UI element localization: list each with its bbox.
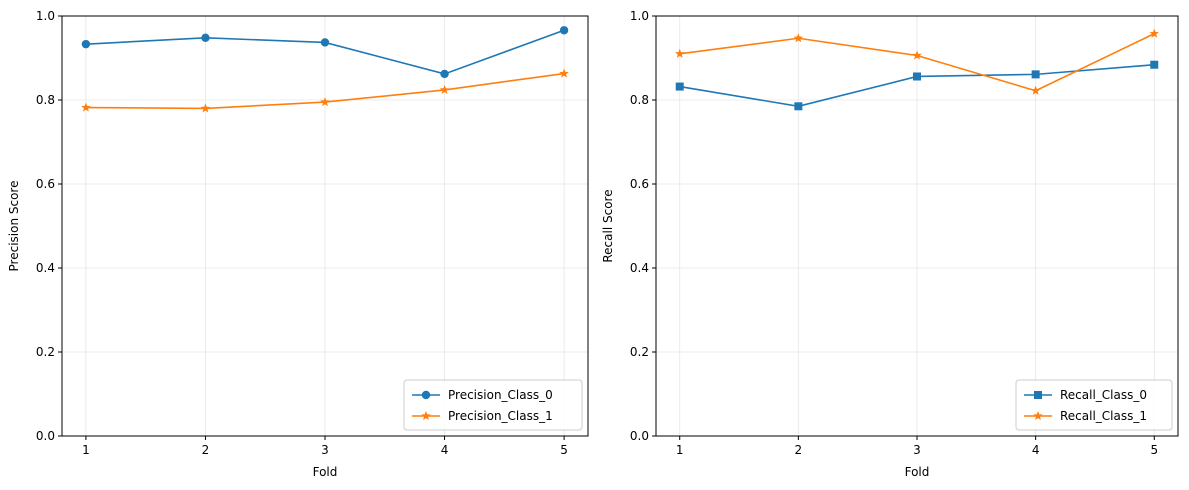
- x-axis-label: Fold: [905, 465, 930, 479]
- data-point-Precision_Class_0-5: [559, 26, 569, 35]
- x-tick-label: 4: [1032, 443, 1040, 457]
- x-tick-label: 4: [441, 443, 449, 457]
- data-point-Recall_Class_0-4: [1031, 70, 1040, 79]
- data-point-Recall_Class_0-5: [1150, 60, 1159, 69]
- legend-label-Precision_Class_1: Precision_Class_1: [448, 409, 553, 423]
- data-point-Recall_Class_0-1: [675, 82, 684, 91]
- data-point-Recall_Class_1-2: [793, 33, 804, 43]
- legend: Recall_Class_0 Recall_Class_1: [1015, 379, 1173, 431]
- data-point-Recall_Class_1-1: [674, 48, 685, 58]
- data-point-Precision_Class_1-3: [320, 97, 330, 107]
- legend-marker-Recall_Class_0: [1034, 391, 1042, 399]
- chart-panel-2: 1 2 3 4 5 0.0 0.2 0.4 0.6 0.8 1.0 Fold Recall Score R…: [601, 9, 1179, 479]
- data-point-Precision_Class_0-4: [440, 69, 449, 79]
- data-point-Precision_Class_1-4: [439, 84, 450, 94]
- data-point-Recall_Class_1-4: [1030, 85, 1041, 95]
- data-point-Precision_Class_1-1: [81, 102, 91, 112]
- x-tick-label: 5: [1150, 443, 1158, 457]
- data-point-Recall_Class_0-2: [794, 102, 803, 111]
- legend-label-Recall_Class_1: Recall_Class_1: [1060, 409, 1147, 423]
- y-tick-label: 0.2: [630, 345, 649, 359]
- legend-box: [1015, 379, 1173, 431]
- x-tick-label: 1: [676, 443, 684, 457]
- legend: Precision_Class_0 Precision_Class_1: [403, 379, 583, 431]
- y-tick-label: 0.2: [36, 345, 55, 359]
- y-tick-label: 0.0: [36, 429, 55, 443]
- data-point-Precision_Class_1-5: [559, 68, 569, 78]
- legend-marker-Recall_Class_1: [1033, 411, 1043, 421]
- chart-panel-1: 1 2 3 4 5 0.0 0.2 0.4 0.6 0.8 1.0 Fold Precision Sco…: [7, 9, 589, 479]
- legend-box: [403, 379, 583, 431]
- x-tick-label: 2: [202, 443, 210, 457]
- y-tick-label: 0.6: [630, 177, 649, 191]
- data-point-Precision_Class_0-3: [320, 38, 330, 47]
- x-tick-label: 5: [560, 443, 568, 457]
- y-tick-label: 1.0: [630, 9, 649, 23]
- data-point-Recall_Class_1-3: [912, 50, 922, 60]
- x-tick-label: 2: [795, 443, 803, 457]
- legend-marker-Precision_Class_1: [421, 411, 431, 421]
- legend-label-Precision_Class_0: Precision_Class_0: [448, 388, 553, 402]
- y-axis-label: Recall Score: [601, 189, 615, 262]
- x-tick-label: 1: [82, 443, 90, 457]
- y-tick-label: 1.0: [36, 9, 55, 23]
- y-tick-label: 0.0: [630, 429, 649, 443]
- y-tick-label: 0.8: [36, 93, 55, 107]
- y-tick-label: 0.4: [630, 261, 649, 275]
- legend-marker-Precision_Class_0: [421, 390, 431, 400]
- x-tick-label: 3: [321, 443, 329, 457]
- y-tick-label: 0.4: [36, 261, 55, 275]
- legend-label-Recall_Class_0: Recall_Class_0: [1060, 388, 1147, 402]
- data-point-Recall_Class_1-5: [1149, 28, 1160, 38]
- y-tick-label: 0.8: [630, 93, 649, 107]
- y-axis-label: Precision Score: [7, 181, 21, 272]
- data-point-Precision_Class_0-2: [201, 33, 210, 43]
- data-point-Precision_Class_0-1: [81, 39, 91, 49]
- x-axis-label: Fold: [313, 465, 338, 479]
- data-point-Recall_Class_0-3: [913, 72, 921, 81]
- x-tick-label: 3: [913, 443, 921, 457]
- data-point-Precision_Class_1-2: [200, 103, 211, 113]
- y-tick-label: 0.6: [36, 177, 55, 191]
